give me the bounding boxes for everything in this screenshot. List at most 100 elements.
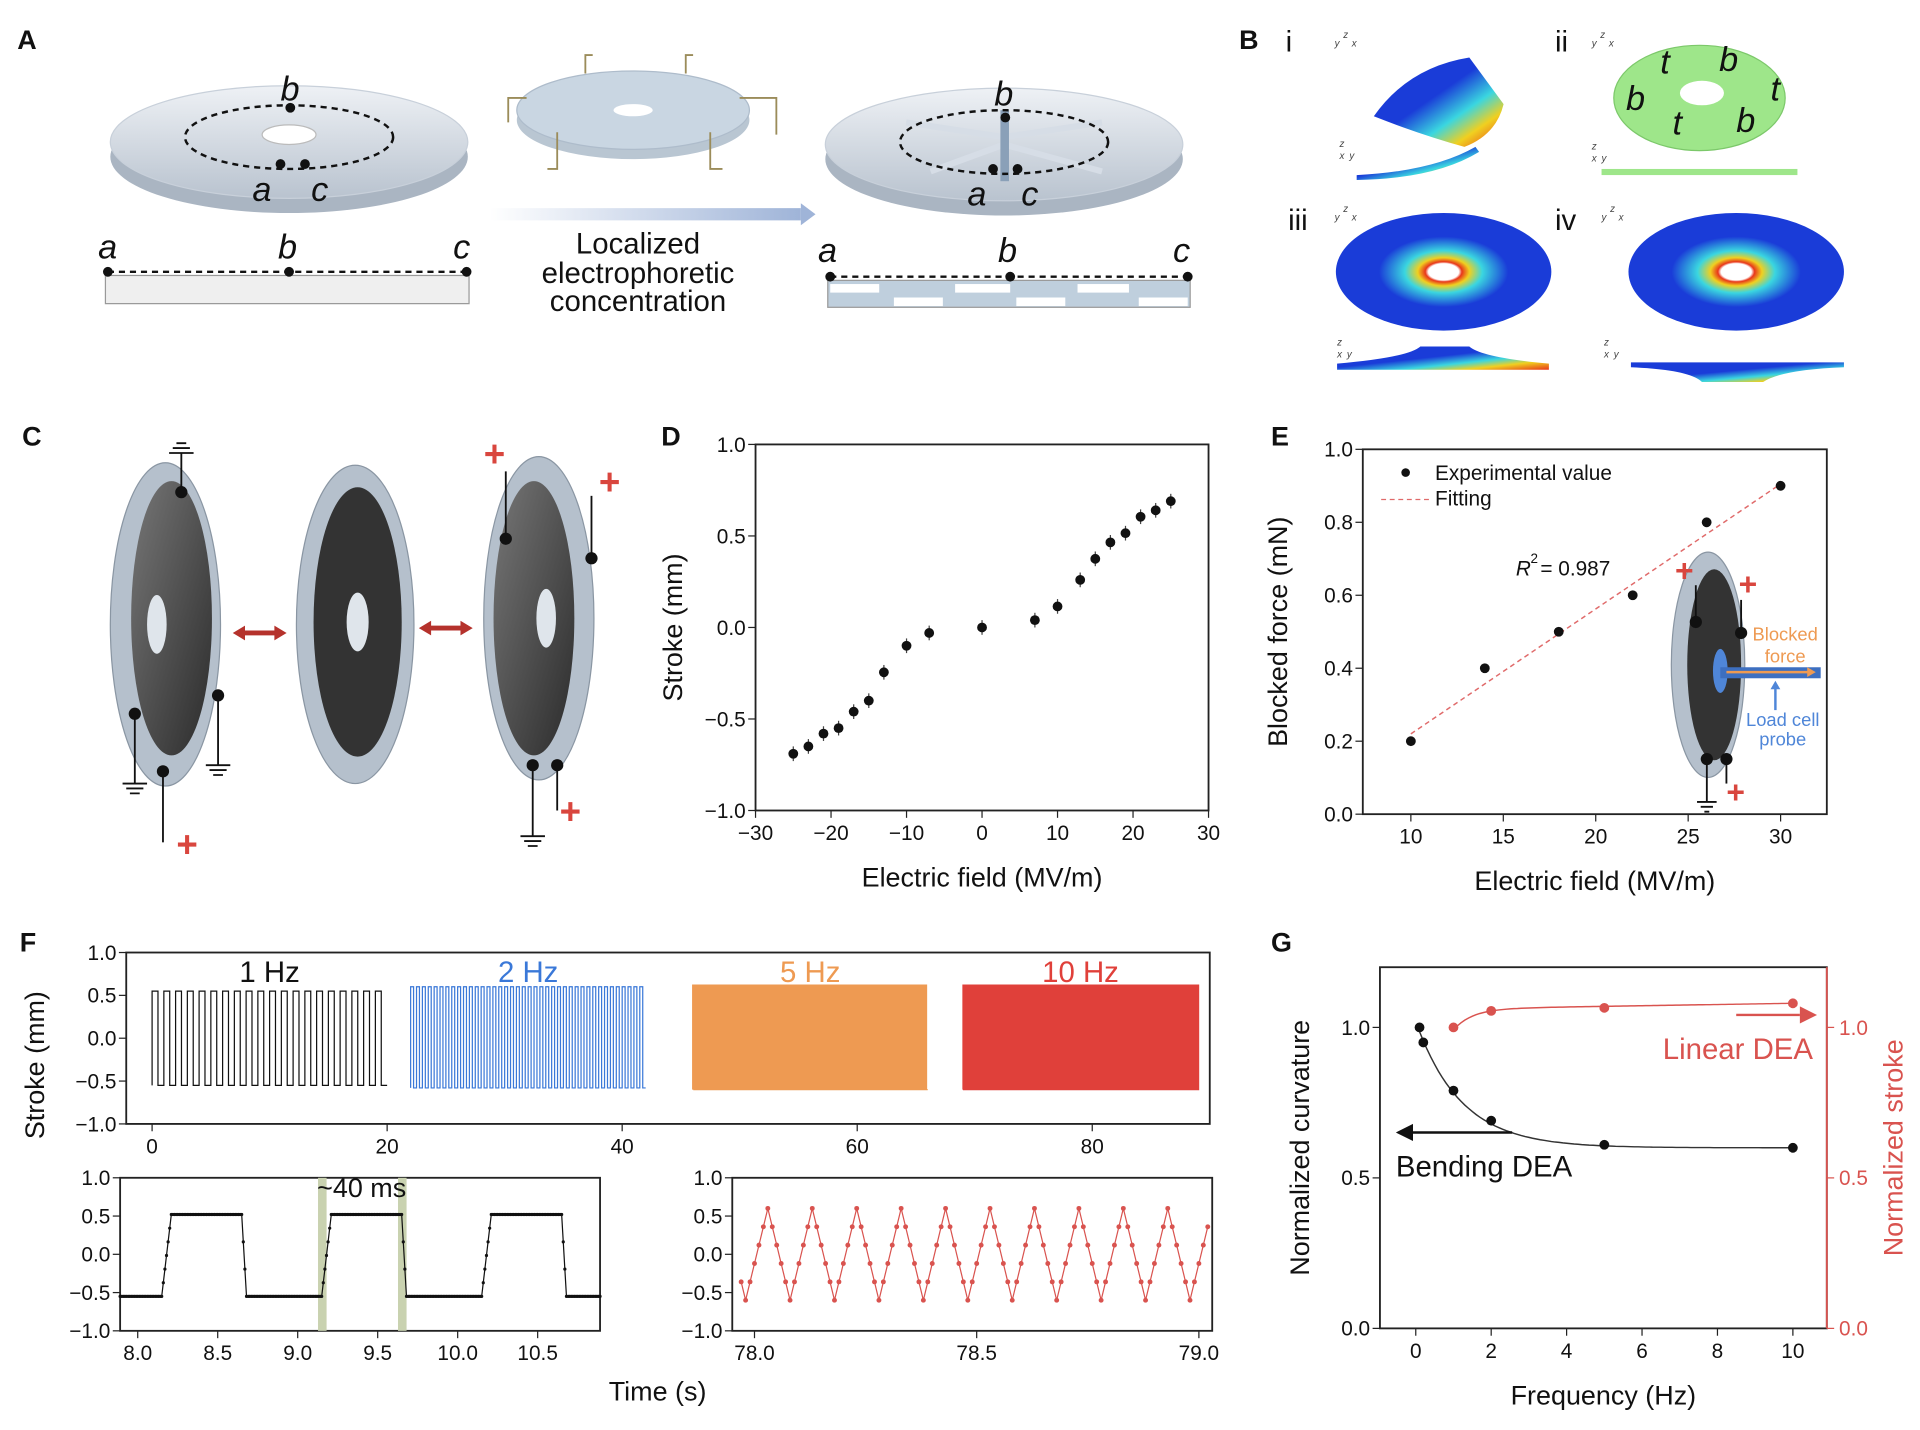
x-tick-label: 25 [1677,826,1700,849]
triad-label: x [1603,350,1610,361]
x-tick-label: 10.5 [517,1342,557,1365]
plus-icon: + [1739,566,1758,602]
data-point [788,748,799,759]
data-point [161,1281,165,1285]
triad-label: y [1348,151,1355,162]
y-tick-label: 0.4 [1324,658,1353,681]
x-tick-label: 79.0 [1179,1342,1219,1365]
linear-dea-label: Linear DEA [1663,1033,1814,1066]
r-squared-value: = 0.987 [1540,557,1610,580]
data-point [809,1205,815,1211]
arrow-left-icon [1395,1123,1413,1142]
series-label: 10 Hz [1042,956,1119,989]
data-point [401,1240,405,1244]
series-line-1-Hz [151,990,388,1086]
data-point [1032,1205,1037,1211]
x-tick-label: 8.0 [123,1342,152,1365]
point-b-dot [285,102,296,113]
chart-e-blocked-force: 10 15 20 25 30 0.0 0.2 0.4 0.6 0.8 1.0 Electric fie… [1263,439,1828,896]
plus-icon: + [1726,774,1745,810]
legend-fitting: Fitting [1435,488,1492,511]
subpanel-iii-label: iii [1288,204,1308,237]
panel-label-d: D [661,422,680,452]
data-point [1058,1279,1064,1285]
y-axis-label: Blocked force (mN) [1263,517,1293,747]
disc-sim-iv-side [1630,362,1844,382]
triad-label: z [1342,30,1348,41]
data-point [1023,1242,1029,1248]
concentrated-strip [1000,110,1009,182]
data-point [320,1294,324,1298]
f-x-axis-label: Time (s) [609,1377,707,1407]
segment-bent-side [1356,146,1480,180]
data-point [323,1267,327,1271]
response-time-annotation: ~40 ms [317,1173,406,1203]
data-point [1054,1297,1060,1303]
data-point [321,1281,325,1285]
data-point [598,1294,602,1298]
chart-f-zoom-10hz: 78.0 78.5 79.0 −1.0 −0.5 0.0 0.5 1.0 [681,1167,1219,1365]
data-point [1599,1139,1610,1150]
data-point [1165,496,1176,507]
data-point [848,706,859,717]
plot-frame [1361,448,1828,816]
disc-sim-iii [1335,213,1552,331]
data-point [1080,1224,1086,1230]
data-point [1129,1242,1135,1248]
y-tick-label: −1.0 [705,800,746,823]
series-line-2-Hz [410,986,646,1089]
label-c: c [1021,176,1038,214]
data-point [912,1261,917,1266]
x-tick-label: 9.5 [363,1342,392,1365]
disc-unactuated-hole [1679,80,1724,106]
series-line-10-Hz [962,984,1200,1091]
x-tick-label: −20 [813,822,848,845]
data-point [243,1267,247,1271]
blocked-force-label-1: Blocked [1753,623,1818,644]
x-axis-label: Frequency (Hz) [1511,1380,1697,1410]
data-point [889,1242,895,1248]
dashed-circle-right [898,108,1110,176]
panel-a-illustration: b a c a b c Localized electrophoretic co… [98,54,1193,318]
data-point [901,640,912,651]
x-tick-label: 20 [1121,822,1144,845]
triad-label: z [1609,204,1615,215]
data-point [814,1224,820,1230]
data-point [1103,1279,1109,1285]
data-point [796,1261,802,1266]
dot [461,266,472,277]
subpanel-ii-label: ii [1555,25,1568,58]
plus-signs: + + + + [176,433,620,865]
data-point [241,1240,245,1244]
data-point [974,1261,980,1266]
data-point [738,1279,744,1285]
x-tick-label: 0 [1410,1340,1422,1363]
device-flat-middle [295,464,415,785]
segment-label: t [1673,105,1684,143]
data-point [1116,1224,1122,1230]
data-point [166,1240,170,1244]
data-point [1178,1261,1184,1266]
data-point [1486,1115,1497,1126]
x-tick-label: 78.5 [956,1342,996,1365]
x-tick-label: 9.0 [283,1342,312,1365]
y-tick-label: −0.5 [69,1282,110,1305]
highlight-band [398,1177,407,1331]
segment-bent-sim [1373,57,1504,147]
y-tick-label: 1.0 [1324,439,1353,462]
data-point [240,1212,244,1217]
y-tick-label: −1.0 [69,1320,110,1343]
data-point [1029,615,1040,626]
data-point [774,1242,780,1248]
triad-label: z [1591,141,1597,152]
y-tick-label: 0.0 [717,617,746,640]
data-point [996,1242,1002,1248]
panel-label-c: C [22,422,41,452]
disc-sim-iii-side [1337,346,1549,370]
triad-label: z [1603,337,1609,348]
data-point [1027,1224,1033,1230]
data-point [867,1261,873,1266]
data-point [1448,1085,1459,1096]
panel-c-devices: + + + + [109,433,620,865]
data-point [561,1240,565,1244]
